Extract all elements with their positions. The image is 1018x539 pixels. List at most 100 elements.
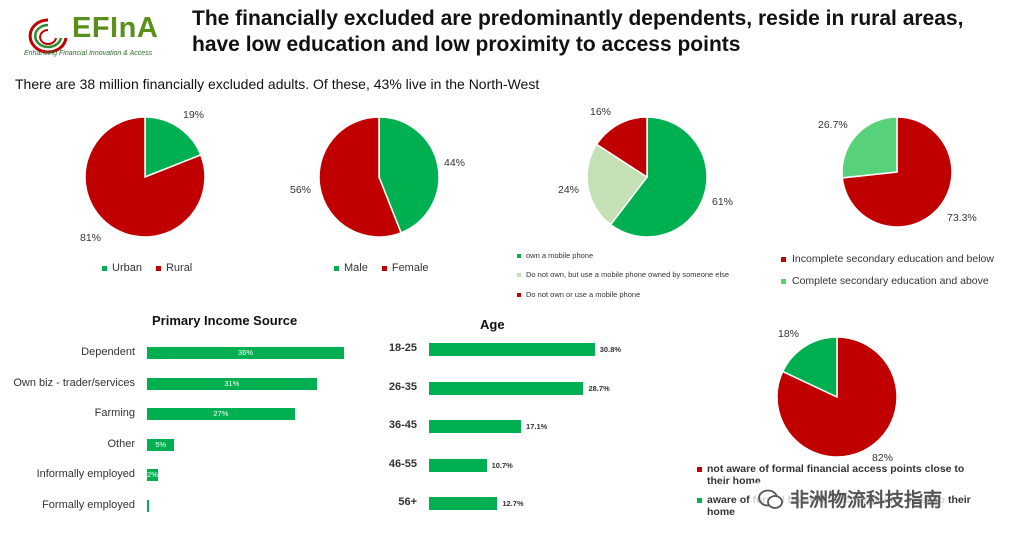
bar-farming <box>147 408 295 420</box>
legend-phone-3: Do not own or use a mobile phone <box>517 290 640 299</box>
pie-slice-not-aware-of-formal-financial-access-points-close-to-their-home <box>776 336 898 458</box>
bar-value-informally-employed: 2% <box>147 470 158 479</box>
pie-access <box>776 336 898 458</box>
watermark-text: 非洲物流科技指南 <box>790 490 943 511</box>
bar-category-informally-employed: Informally employed <box>36 468 135 480</box>
bar-value-other: 5% <box>155 439 167 449</box>
logo <box>20 10 190 60</box>
pct-female: 56% <box>290 184 312 196</box>
pie-slice-rural <box>84 116 206 238</box>
income-chart-title: Primary Income Source <box>152 313 298 328</box>
legend-label-use: Do not own, but use a mobile phone owned… <box>526 270 730 279</box>
legend-edu-1: Incomplete secondary education and below <box>781 253 994 265</box>
bar-value-46-55: 10.7% <box>491 460 513 470</box>
legend-label-male: Male <box>344 262 368 274</box>
legend-label-own: own a mobile phone <box>526 251 594 260</box>
bar-26-35 <box>429 381 584 395</box>
pct-use-phone: 24% <box>558 184 580 196</box>
bar-value-dependent: 36% <box>238 348 254 357</box>
legend-label-complete: Complete secondary education and above <box>792 275 989 287</box>
legend-swatch-incomplete <box>781 256 786 262</box>
legend-label-none: Do not own or use a mobile phone <box>526 290 641 299</box>
pie-slice-aware-of-formal-financial-access-points-close-to-their-home <box>781 336 838 399</box>
legend-phone-2: Do not own, but use a mobile phone owned… <box>517 270 729 279</box>
legend-swatch-use <box>517 272 521 277</box>
legend-swatch-own <box>517 253 521 258</box>
bar-value-26-35: 28.7% <box>588 383 610 393</box>
legend-label-incomplete: Incomplete secondary education and below <box>792 253 994 265</box>
legend-gender: Male Female <box>334 262 429 274</box>
bar-formally-employed <box>147 499 149 512</box>
bar-18-25 <box>429 343 595 356</box>
bar-category-36-45: 36-45 <box>388 419 417 431</box>
title-line-1: The financially excluded are predominant… <box>192 7 964 30</box>
legend-access-1: not aware of formal financial access poi… <box>697 463 997 487</box>
bar-category-formally-employed: Formally employed <box>42 498 135 511</box>
bar-category-46-55: 46-55 <box>388 457 417 470</box>
bar-56 <box>429 497 498 510</box>
pct-male: 44% <box>444 157 466 169</box>
bar-value-36-45: 17.1% <box>526 422 548 431</box>
title-line-2: have low education and low proximity to … <box>192 33 741 56</box>
pie-location <box>84 116 206 238</box>
pie-slice-urban <box>144 116 202 179</box>
pie-phone <box>586 116 708 238</box>
legend-label-female: Female <box>391 262 429 274</box>
bar-36-45 <box>429 420 522 433</box>
pct-urban: 19% <box>183 109 205 121</box>
legend-label-not-aware-line2: their home <box>707 475 761 487</box>
bar-category-farming: Farming <box>94 407 135 419</box>
legend-phone-1: own a mobile phone <box>517 251 593 260</box>
legend-label-rural: Rural <box>165 262 193 274</box>
bar-46-55 <box>429 458 487 472</box>
bar-category-18-25: 18-25 <box>388 342 417 354</box>
bar-own-biz-trader-services <box>147 377 317 390</box>
logo-text: EFInA <box>72 12 159 44</box>
pie-slice-complete-secondary-education-and-above <box>841 116 898 179</box>
pie-slice-female <box>318 116 403 238</box>
pct-no-phone: 16% <box>590 106 612 118</box>
pie-education <box>841 116 953 228</box>
pct-rural: 81% <box>80 232 102 244</box>
logo-tagline: Enhancing Financial Innovation & Access <box>24 50 153 57</box>
pie-gender <box>318 116 440 238</box>
pie-slice-do-not-own-or-use-a-mobile-phone <box>595 116 648 179</box>
pct-incomplete-edu: 73.3% <box>947 212 977 224</box>
bar-informally-employed <box>147 469 158 481</box>
legend-swatch-not-aware <box>697 466 702 472</box>
bar-other <box>147 438 175 451</box>
legend-label-urban: Urban <box>112 262 142 274</box>
legend-swatch-complete <box>781 278 786 284</box>
bar-category-26-35: 26-35 <box>388 380 417 393</box>
bar-value-farming: 27% <box>213 409 229 418</box>
legend-edu-2: Complete secondary education and above <box>781 275 989 287</box>
legend-swatch-male <box>334 265 339 271</box>
legend-swatch-female <box>381 265 387 271</box>
bar-dependent <box>147 347 345 359</box>
bar-value-own-biz-trader-services: 31% <box>224 378 240 388</box>
pct-own-phone: 61% <box>712 196 734 208</box>
pct-aware: 18% <box>778 328 800 340</box>
page-subtitle: There are 38 million financially exclude… <box>15 76 540 92</box>
pct-complete-edu: 26.7% <box>818 119 848 131</box>
legend-swatch-urban <box>102 265 107 271</box>
bar-value-56: 12.7% <box>502 499 524 508</box>
legend-swatch-rural <box>155 265 161 271</box>
bar-value-18-25: 30.8% <box>599 345 622 354</box>
wechat-icon <box>758 489 783 509</box>
bar-category-other: Other <box>107 437 135 450</box>
legend-swatch-aware <box>697 497 702 503</box>
pie-slice-own-a-mobile-phone <box>609 116 708 238</box>
pie-slice-do-not-own-but-use-a-mobile-phone-owned-by-someone-else <box>586 143 649 226</box>
legend-location: Urban Rural <box>102 262 192 274</box>
bar-category-own-biz-trader-services: Own biz - trader/services <box>13 376 135 389</box>
logo-swirl-icon <box>28 18 68 54</box>
legend-swatch-none <box>517 292 521 297</box>
bar-category-56: 56+ <box>398 496 417 508</box>
page-title: The financially excluded are predominant… <box>192 6 963 58</box>
pct-not-aware: 82% <box>872 452 894 464</box>
legend-label-not-aware-line1: not aware of formal financial access poi… <box>707 463 965 475</box>
legend-label-aware-line2: home <box>707 506 736 518</box>
pie-slice-male <box>378 116 440 234</box>
watermark: 非洲物流科技指南 <box>752 483 949 514</box>
